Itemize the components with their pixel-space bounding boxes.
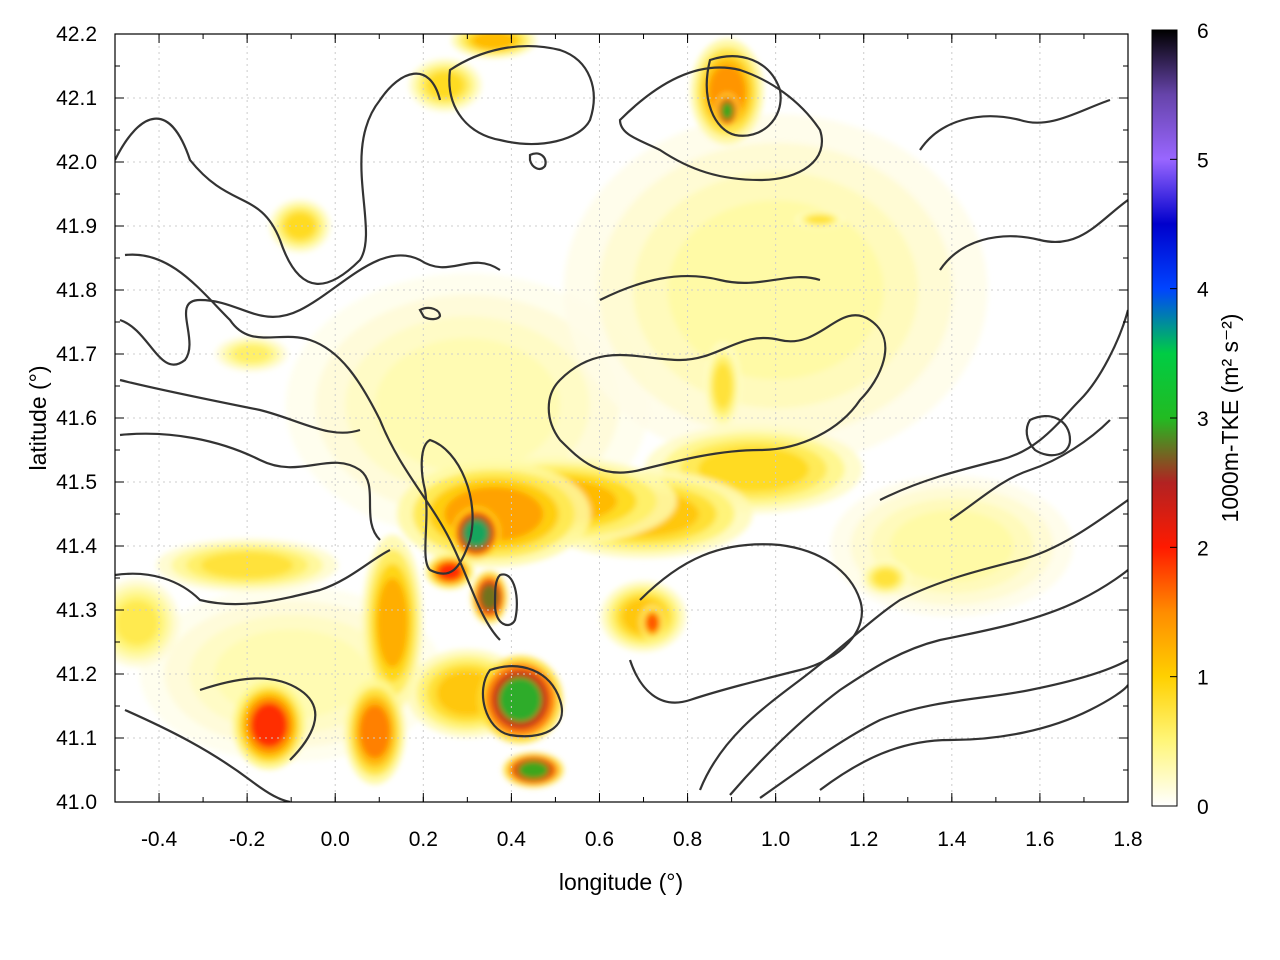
tke-hotspot bbox=[284, 212, 316, 240]
contour-line bbox=[119, 432, 381, 541]
colorbar-tick-label: 6 bbox=[1197, 20, 1209, 43]
x-tick-label: 0.6 bbox=[585, 828, 614, 851]
tke-hotspot bbox=[359, 704, 391, 759]
contour-line bbox=[115, 72, 442, 285]
contour-line bbox=[879, 309, 1128, 501]
tke-hotspot bbox=[250, 702, 288, 748]
tke-hotspot bbox=[200, 551, 294, 579]
contour-line bbox=[1025, 415, 1072, 457]
colorbar-ticks: 0 1 2 3 4 5 6 bbox=[1170, 20, 1209, 819]
tke-hotspot bbox=[115, 600, 159, 646]
tke-hotspot bbox=[698, 446, 810, 492]
y-tick-label: 41.9 bbox=[56, 215, 97, 238]
contour-line bbox=[124, 708, 291, 802]
contour-line bbox=[919, 98, 1111, 151]
y-tick-label: 42.1 bbox=[56, 87, 97, 110]
tke-hotspot bbox=[517, 761, 549, 779]
contour-line bbox=[119, 254, 501, 366]
colorbar-tick-label: 2 bbox=[1197, 537, 1209, 560]
colorbar-tick-label: 1 bbox=[1197, 667, 1209, 690]
tke-hotspot bbox=[498, 677, 542, 722]
terrain-contours bbox=[115, 44, 1128, 802]
tke-hotspot bbox=[377, 578, 408, 668]
contour-line bbox=[698, 499, 1128, 791]
contour-line bbox=[119, 378, 361, 434]
y-tick-label: 42.2 bbox=[56, 23, 97, 46]
contour-line bbox=[618, 66, 823, 182]
contour-line bbox=[418, 306, 442, 321]
tke-hotspot bbox=[426, 71, 464, 99]
y-tick-label: 41.4 bbox=[56, 535, 97, 558]
contour-line bbox=[628, 543, 863, 704]
x-tick-label: -0.4 bbox=[141, 828, 178, 851]
contour-line bbox=[729, 569, 1128, 796]
tke-hotspot bbox=[646, 613, 659, 632]
y-tick-label: 42.0 bbox=[56, 151, 97, 174]
contour-line bbox=[115, 549, 391, 606]
contour-line bbox=[528, 152, 547, 170]
contour-line bbox=[420, 438, 474, 575]
y-tick-label: 41.2 bbox=[56, 663, 97, 686]
x-tick-label: -0.2 bbox=[229, 828, 265, 851]
y-tick-label: 41.1 bbox=[56, 727, 97, 750]
contour-line bbox=[124, 253, 501, 641]
contour-line bbox=[481, 665, 563, 738]
x-tick-label: 1.2 bbox=[849, 828, 878, 851]
colorbar-tick-label: 0 bbox=[1197, 796, 1209, 819]
x-tick-label: 1.4 bbox=[937, 828, 967, 851]
contour-line bbox=[819, 684, 1128, 791]
x-tick-label: 1.0 bbox=[761, 828, 790, 851]
tke-hotspot bbox=[472, 34, 516, 50]
contour-line bbox=[493, 573, 518, 627]
contour-line bbox=[939, 199, 1128, 271]
x-tick-label: 1.8 bbox=[1113, 828, 1142, 851]
y-tick-label: 41.0 bbox=[56, 791, 97, 814]
x-tick-label: 0.2 bbox=[409, 828, 438, 851]
x-tick-label: 1.6 bbox=[1025, 828, 1054, 851]
contour-line bbox=[759, 659, 1128, 799]
heatmap-field bbox=[115, 34, 1073, 788]
y-tick-label: 41.8 bbox=[56, 279, 97, 302]
axis-ticks: -0.4 -0.2 0.0 0.2 0.4 0.6 0.8 1.0 1.2 1.4 1.6 1.8 41… bbox=[56, 23, 1142, 851]
colorbar-tick-label: 5 bbox=[1197, 149, 1209, 172]
x-axis-label: longitude (°) bbox=[559, 869, 683, 895]
contour-line bbox=[199, 677, 317, 761]
contour-line bbox=[599, 274, 821, 301]
tke-hotspot bbox=[233, 345, 271, 363]
tke-hotspot bbox=[713, 363, 733, 409]
y-tick-label: 41.7 bbox=[56, 343, 97, 366]
tke-hotspot bbox=[721, 101, 734, 120]
colorbar-tick-label: 4 bbox=[1197, 279, 1209, 302]
colorbar-tick-label: 3 bbox=[1197, 408, 1209, 431]
x-tick-label: 0.8 bbox=[673, 828, 702, 851]
contour-line bbox=[705, 55, 782, 137]
tke-hotspot bbox=[807, 215, 833, 225]
y-tick-label: 41.6 bbox=[56, 407, 97, 430]
colorbar-label: 1000m-TKE (m² s⁻²) bbox=[1217, 314, 1243, 523]
contour-line bbox=[448, 44, 595, 146]
tke-hotspot bbox=[463, 519, 489, 547]
tke-hotspot bbox=[374, 338, 560, 473]
tke-hotspot bbox=[873, 569, 899, 587]
x-tick-label: 0.0 bbox=[321, 828, 350, 851]
y-axis-label: latitude (°) bbox=[25, 365, 51, 470]
y-tick-label: 41.5 bbox=[56, 471, 97, 494]
contour-line bbox=[547, 314, 887, 474]
contour-line bbox=[949, 419, 1111, 521]
x-tick-label: 0.4 bbox=[497, 828, 527, 851]
y-tick-label: 41.3 bbox=[56, 599, 97, 622]
